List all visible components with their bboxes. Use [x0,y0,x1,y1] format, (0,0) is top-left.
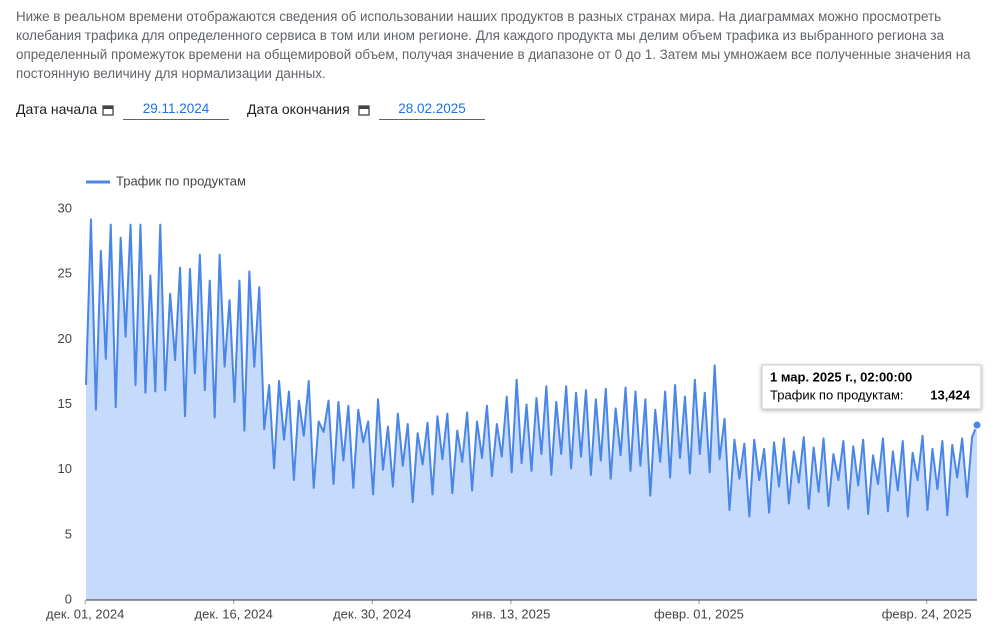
calendar-icon[interactable] [102,104,114,116]
line [85,218,978,518]
y-tick-label: 5 [65,526,72,541]
y-tick-label: 0 [65,591,72,606]
calendar-icon[interactable] [358,104,370,116]
tooltip-value: 13,424 [930,387,971,402]
x-tick-label: дек. 30, 2024 [333,606,411,621]
start-date-input[interactable]: 29.11.2024 [123,101,229,120]
x-tick-label: янв. 13, 2025 [471,606,550,621]
y-tick-label: 20 [58,331,72,346]
tooltip: 1 мар. 2025 г., 02:00:00 Трафик по продук… [761,364,982,410]
tooltip-box [761,364,982,410]
tooltip-title: 1 мар. 2025 г., 02:00:00 [770,369,912,384]
x-tick-label: февр. 01, 2025 [654,606,744,621]
start-label: Дата начала [16,101,98,117]
x-tick-label: дек. 01, 2024 [46,606,124,621]
y-tick-label: 10 [58,461,72,476]
y-tick-label: 30 [58,200,72,215]
hover-point [972,420,982,430]
end-label: Дата окончания [247,101,350,117]
x-tick-label: дек. 16, 2024 [195,606,273,621]
area [86,219,977,600]
x-tick-label: февр. 24, 2025 [882,606,972,621]
end-date-input[interactable]: 28.02.2025 [379,101,485,120]
y-tick-label: 15 [58,396,72,411]
legend-label: Трафик по продуктам [116,173,246,188]
y-tick-label: 25 [58,266,72,281]
tooltip-label: Трафик по продуктам: [770,387,904,402]
intro-text: Ниже в реальном времени отображаются све… [16,9,971,81]
